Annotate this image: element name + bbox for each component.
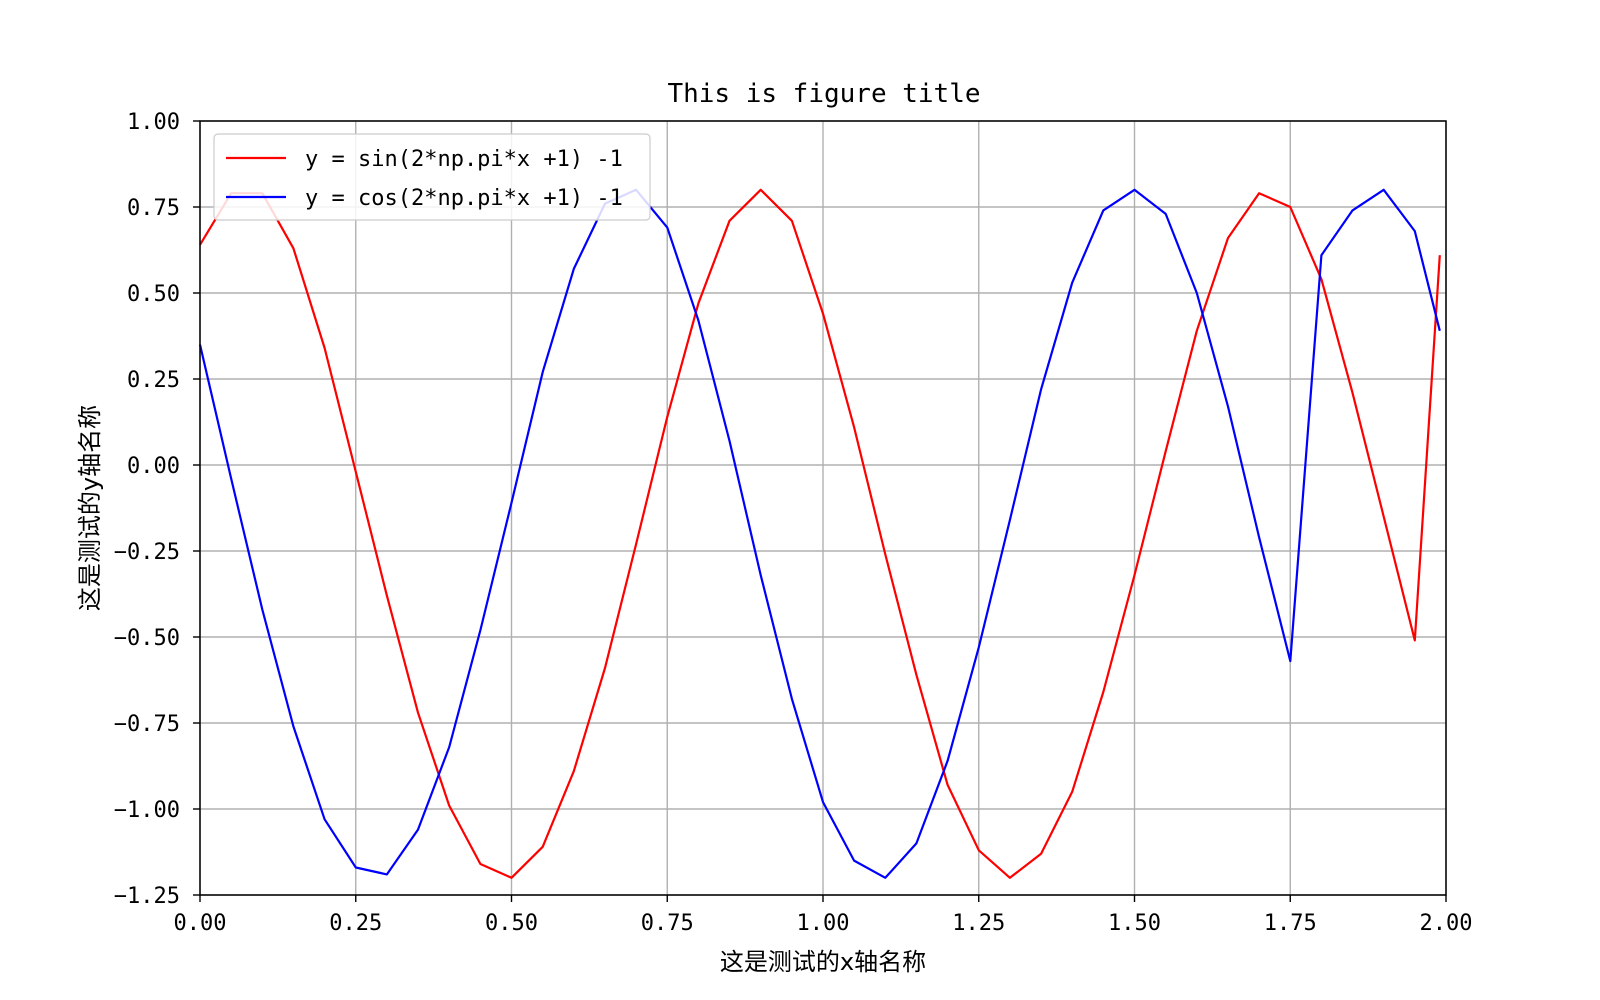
plot-frame xyxy=(199,120,1447,896)
x-tick-label: 0.50 xyxy=(485,911,538,936)
x-tick-label: 2.00 xyxy=(1420,911,1473,936)
x-tick-label: 1.25 xyxy=(952,911,1005,936)
y-tick-label: 0.25 xyxy=(127,368,180,393)
legend-label: y = cos(2*np.pi*x +1) -1 xyxy=(305,186,623,211)
x-axis-label: 这是测试的x轴名称 xyxy=(720,948,926,976)
y-tick-label: 1.00 xyxy=(127,110,180,135)
y-axis-label: 这是测试的y轴名称 xyxy=(76,405,104,611)
y-tick-label: −0.50 xyxy=(114,626,180,651)
y-tick-label: −1.00 xyxy=(114,798,180,823)
x-tick-label: 0.00 xyxy=(174,911,227,936)
series-line-sin xyxy=(199,188,1441,879)
x-tick-label: 1.50 xyxy=(1108,911,1161,936)
x-tick-label: 0.25 xyxy=(329,911,382,936)
ticks: 0.00 0.25 0.50 0.75 1.00 1.25 1.50 1.75 2.00 1.00… xyxy=(114,110,1473,936)
legend-label: y = sin(2*np.pi*x +1) -1 xyxy=(305,147,623,172)
y-tick-label: −0.25 xyxy=(114,540,180,565)
y-tick-label: −1.25 xyxy=(114,884,180,909)
x-tick-label: 0.75 xyxy=(641,911,694,936)
legend: y = sin(2*np.pi*x +1) -1 y = cos(2*np.pi*… xyxy=(213,133,651,221)
y-tick-label: 0.50 xyxy=(127,282,180,307)
y-tick-label: −0.75 xyxy=(114,712,180,737)
y-tick-label: 0.75 xyxy=(127,196,180,221)
y-tick-label: 0.00 xyxy=(127,454,180,479)
x-tick-label: 1.75 xyxy=(1264,911,1317,936)
series-line-cos xyxy=(198,188,1441,879)
chart-title: This is figure title xyxy=(667,79,980,109)
series-lines xyxy=(198,188,1441,879)
legend-box xyxy=(213,133,651,221)
x-tick-label: 1.00 xyxy=(797,911,850,936)
